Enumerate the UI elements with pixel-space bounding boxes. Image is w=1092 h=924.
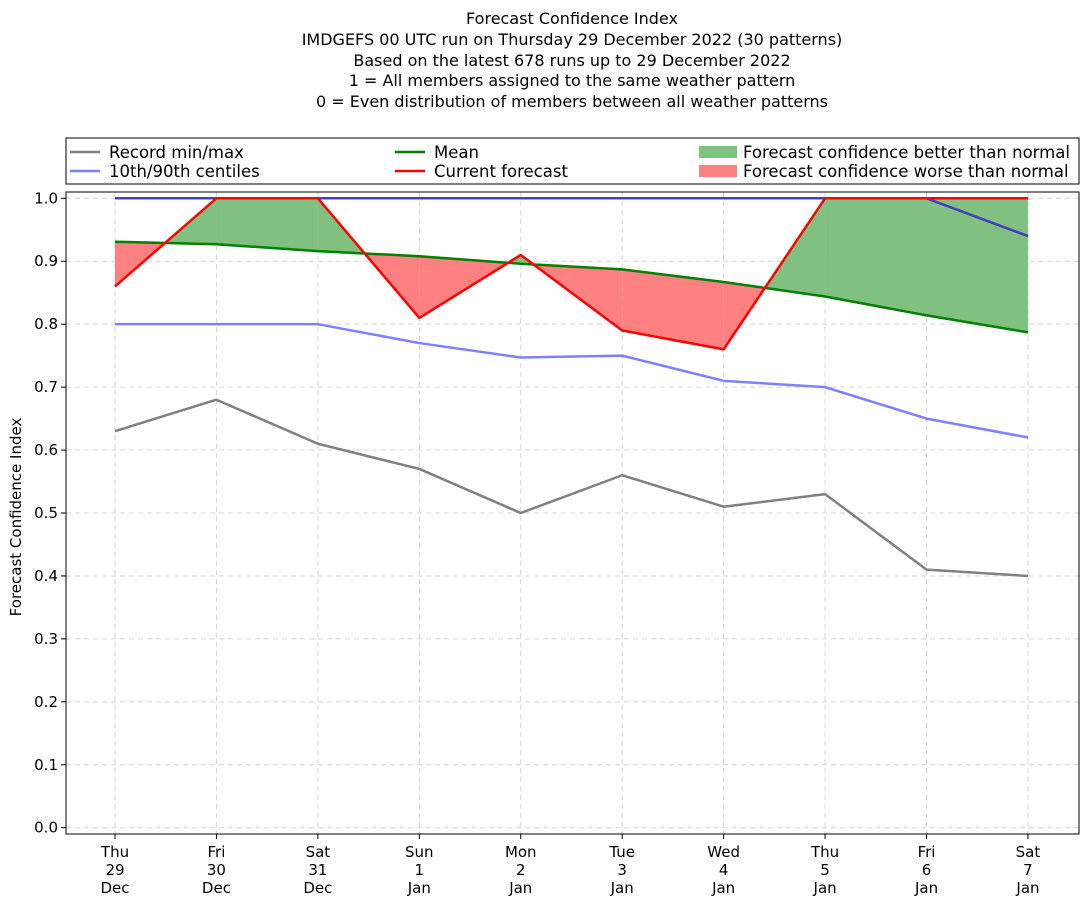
x-tick-label: 5 xyxy=(820,861,830,879)
worse-than-normal-fill xyxy=(622,269,724,350)
x-axis-ticks: Thu29DecFri30DecSat31DecSun1JanMon2JanTu… xyxy=(100,834,1040,897)
x-tick-label: Jan xyxy=(508,879,532,897)
x-tick-label: Thu xyxy=(100,843,129,861)
title-line-4: 1 = All members assigned to the same wea… xyxy=(349,71,796,90)
mean-line xyxy=(114,240,1029,334)
legend-label-mean: Mean xyxy=(434,143,479,162)
better-than-normal-fill xyxy=(825,198,927,316)
title-line-3: Based on the latest 678 runs up to 29 De… xyxy=(353,51,790,70)
title-line-2: IMDGEFS 00 UTC run on Thursday 29 Decemb… xyxy=(302,30,843,49)
legend-label-worse: Forecast confidence worse than normal xyxy=(743,162,1069,181)
y-tick-label: 0.0 xyxy=(34,819,58,837)
x-tick-label: Wed xyxy=(707,843,740,861)
x-tick-label: 3 xyxy=(617,861,627,879)
x-tick-label: Dec xyxy=(303,879,332,897)
x-tick-label: Sat xyxy=(1016,843,1041,861)
better-than-normal-fill xyxy=(926,198,1028,333)
current-forecast-line xyxy=(114,197,1028,351)
x-tick-label: Fri xyxy=(918,843,936,861)
y-axis-label: Forecast Confidence Index xyxy=(7,418,25,617)
x-tick-label: Tue xyxy=(608,843,635,861)
x-tick-label: Mon xyxy=(505,843,537,861)
legend-label-current: Current forecast xyxy=(434,162,568,181)
legend-label-better: Forecast confidence better than normal xyxy=(743,143,1070,162)
title-line-5: 0 = Even distribution of members between… xyxy=(316,92,828,111)
title-line-1: Forecast Confidence Index xyxy=(466,9,678,28)
chart-title: Forecast Confidence Index IMDGEFS 00 UTC… xyxy=(302,9,843,111)
y-tick-label: 1.0 xyxy=(34,189,58,207)
series-lines xyxy=(114,197,1029,578)
x-tick-label: 31 xyxy=(308,861,327,879)
x-tick-label: Jan xyxy=(610,879,634,897)
x-tick-label: Jan xyxy=(813,879,837,897)
x-tick-label: 6 xyxy=(922,861,932,879)
x-tick-label: Sun xyxy=(405,843,434,861)
x-tick-label: 7 xyxy=(1023,861,1033,879)
centile-10th-line xyxy=(115,322,1029,439)
y-tick-label: 0.2 xyxy=(34,693,58,711)
record-min-line xyxy=(114,398,1029,578)
legend-swatch-worse xyxy=(699,165,737,177)
y-tick-label: 0.6 xyxy=(34,441,58,459)
x-tick-label: Dec xyxy=(202,879,231,897)
x-tick-label: 30 xyxy=(207,861,226,879)
x-tick-label: Jan xyxy=(407,879,431,897)
y-tick-label: 0.9 xyxy=(34,252,58,270)
x-tick-label: Sat xyxy=(306,843,331,861)
y-axis-ticks: 0.0 0.1 0.2 0.3 0.4 0.5 0.6 0.7 0.8 0.9 1.0 xyxy=(34,189,66,837)
x-tick-label: 2 xyxy=(516,861,526,879)
x-tick-label: 29 xyxy=(105,861,124,879)
y-tick-label: 0.7 xyxy=(34,378,58,396)
grid xyxy=(66,192,1079,834)
y-tick-label: 0.4 xyxy=(34,567,58,585)
x-tick-label: Jan xyxy=(914,879,938,897)
x-tick-label: Fri xyxy=(208,843,226,861)
legend-label-centiles: 10th/90th centiles xyxy=(109,162,260,181)
legend-swatch-better xyxy=(699,146,737,158)
x-tick-label: 1 xyxy=(415,861,425,879)
x-tick-label: Thu xyxy=(810,843,839,861)
x-tick-label: Jan xyxy=(1015,879,1039,897)
confidence-fills xyxy=(115,198,1028,350)
x-tick-label: Jan xyxy=(711,879,735,897)
y-tick-label: 0.5 xyxy=(34,504,58,522)
legend-label-record: Record min/max xyxy=(109,143,244,162)
better-than-normal-fill xyxy=(216,198,318,252)
y-tick-label: 0.8 xyxy=(34,315,58,333)
x-tick-label: 4 xyxy=(719,861,729,879)
legend: Record min/max 10th/90th centiles Mean C… xyxy=(65,137,1080,185)
x-tick-label: Dec xyxy=(100,879,129,897)
y-tick-label: 0.1 xyxy=(34,756,58,774)
plot-frame xyxy=(65,191,1080,835)
worse-than-normal-fill xyxy=(419,256,509,318)
legend-frame xyxy=(65,137,1080,185)
y-tick-label: 0.3 xyxy=(34,630,58,648)
